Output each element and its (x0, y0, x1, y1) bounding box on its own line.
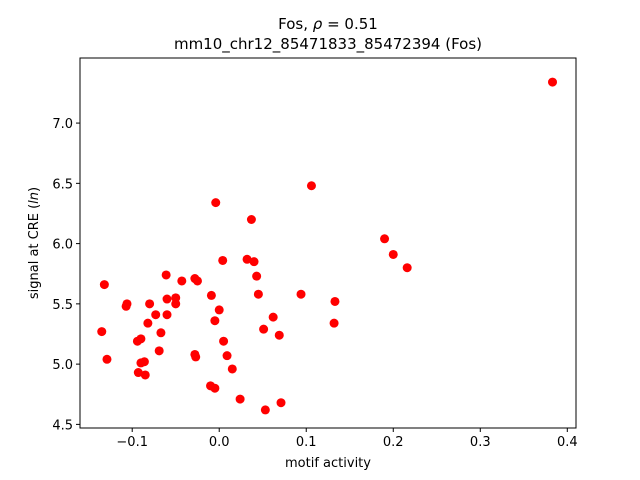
x-tick-label: 0.0 (209, 435, 230, 450)
scatter-point (206, 290, 216, 300)
y-tick-label: 5.0 (52, 358, 73, 373)
scatter-point (268, 312, 278, 322)
y-tick-label: 7.0 (52, 117, 73, 132)
y-axis-label: signal at CRE (ln) (27, 187, 42, 299)
scatter-point (219, 336, 229, 346)
y-tick-label: 4.5 (52, 418, 73, 433)
scatter-point (330, 296, 340, 306)
scatter-point (210, 316, 220, 326)
scatter-point (235, 394, 245, 404)
scatter-point (140, 370, 150, 380)
x-tick-label: −0.1 (116, 435, 148, 450)
scatter-point (161, 270, 171, 280)
scatter-point (306, 181, 316, 191)
chart-title-line2: mm10_chr12_85471833_85472394 (Fos) (174, 35, 482, 54)
scatter-point (154, 346, 164, 356)
scatter-point (329, 318, 339, 328)
scatter-point (132, 336, 142, 346)
scatter-point (133, 368, 143, 378)
scatter-point (227, 364, 237, 374)
chart-title-line1: Fos, ρ = 0.51 (278, 15, 378, 33)
scatter-point (97, 327, 107, 337)
scatter-point (252, 271, 262, 281)
scatter-point (151, 310, 161, 320)
scatter-point (171, 299, 181, 309)
scatter-point (548, 77, 558, 87)
scatter-point (260, 405, 270, 415)
x-tick-label: 0.4 (557, 435, 578, 450)
y-tick-label: 5.5 (52, 298, 73, 313)
y-tick-label: 6.0 (52, 238, 73, 253)
scatter-point (222, 351, 232, 361)
scatter-point (380, 234, 390, 244)
scatter-point (276, 398, 286, 408)
scatter-point (249, 257, 259, 267)
scatter-point (191, 352, 201, 362)
scatter-point (246, 214, 256, 224)
axes-frame (79, 57, 577, 429)
scatter-point (102, 354, 112, 364)
scatter-point (145, 299, 155, 309)
scatter-point (214, 305, 224, 315)
scatter-point (218, 255, 228, 265)
scatter-point (143, 318, 153, 328)
scatter-point (259, 324, 269, 334)
scatter-point (296, 289, 306, 299)
scatter-point (274, 330, 284, 340)
x-tick-label: 0.3 (470, 435, 491, 450)
x-axis-label: motif activity (285, 456, 371, 471)
scatter-point (162, 294, 172, 304)
scatter-point (402, 263, 412, 273)
scatter-point (156, 328, 166, 338)
scatter-point (388, 249, 398, 259)
scatter-point (162, 310, 172, 320)
scatter-point (253, 289, 263, 299)
scatter-point (177, 276, 187, 286)
x-tick-label: 0.1 (296, 435, 317, 450)
y-tick-label: 6.5 (52, 177, 73, 192)
scatter-point (192, 276, 202, 286)
scatter-point (121, 301, 131, 311)
scatter-point (211, 198, 221, 208)
scatter-point (99, 280, 109, 290)
scatter-point (210, 383, 220, 393)
scatter-point (136, 358, 146, 368)
scatter-point (242, 254, 252, 264)
x-tick-label: 0.2 (383, 435, 404, 450)
plot-area (97, 77, 558, 415)
